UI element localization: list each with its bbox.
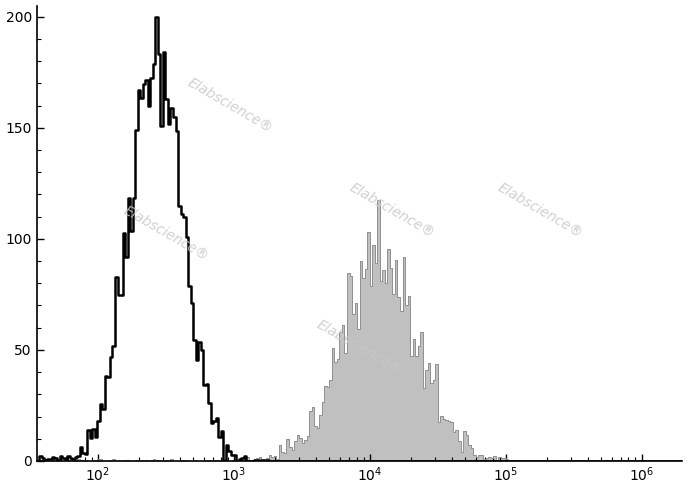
Text: Elabscience®: Elabscience® <box>347 180 437 241</box>
Text: Elabscience®: Elabscience® <box>186 76 275 136</box>
Text: Elabscience®: Elabscience® <box>314 317 405 377</box>
Text: Elabscience®: Elabscience® <box>121 203 211 263</box>
Text: Elabscience®: Elabscience® <box>495 180 585 241</box>
